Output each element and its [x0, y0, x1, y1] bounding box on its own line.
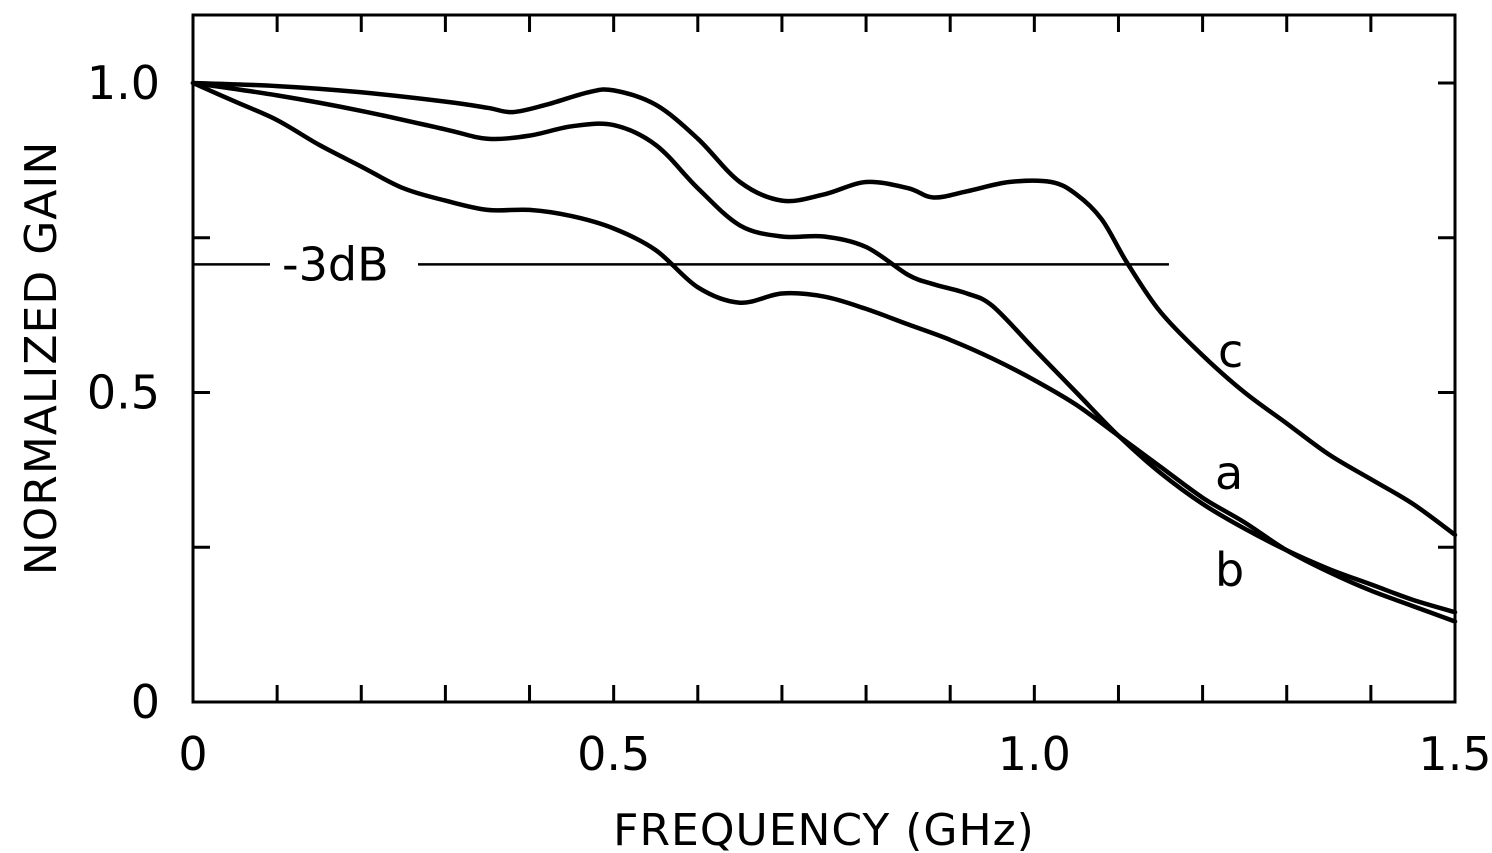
reference-line-group: -3dB	[193, 237, 1169, 291]
y-axis-title: NORMALIZED GAIN	[16, 141, 67, 576]
curve-label-a: a	[1215, 446, 1243, 500]
plot-frame	[191, 13, 1457, 704]
x-tick-label: 0	[178, 727, 207, 781]
reference-line-label: -3dB	[282, 237, 389, 291]
curve-c	[190, 80, 1458, 538]
x-tick-label: 0.5	[577, 727, 650, 781]
y-tick-label: 0.5	[87, 366, 160, 420]
curve-a	[190, 80, 1458, 615]
curve-label-b: b	[1215, 543, 1244, 597]
x-tick-label: 1.5	[1418, 727, 1491, 781]
y-tick-label: 1.0	[87, 56, 160, 110]
curve-b	[190, 80, 1458, 624]
y-tick-label: 0	[131, 675, 160, 729]
curves	[190, 80, 1458, 624]
axis-ticks	[193, 15, 1455, 702]
x-axis-title: FREQUENCY (GHz)	[613, 805, 1035, 853]
x-tick-label: 1.0	[998, 727, 1071, 781]
tick-labels: 0 0.5 1.0 1.5 0 0.5 1.0	[87, 56, 1492, 781]
curve-label-c: c	[1218, 324, 1243, 378]
curve-labels: c ab	[1215, 324, 1244, 597]
